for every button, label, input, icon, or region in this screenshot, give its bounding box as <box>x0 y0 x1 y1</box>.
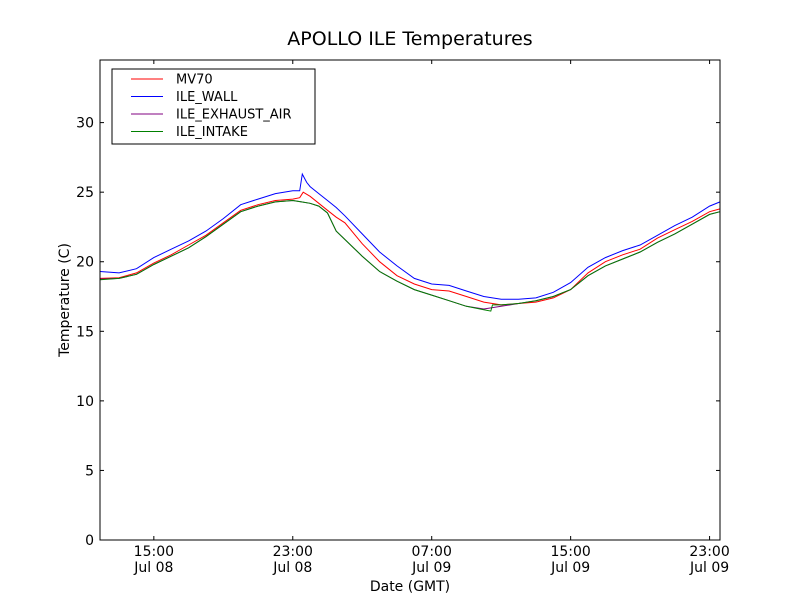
x-axis-label: Date (GMT) <box>370 579 450 595</box>
series-line-ile-intake <box>99 199 721 312</box>
plot-frame <box>99 59 721 541</box>
x-tick-date-label: Jul 09 <box>411 560 451 576</box>
x-tick-time-label: 23:00 <box>689 544 729 560</box>
x-tick-date-label: Jul 08 <box>272 560 312 576</box>
y-axis-label: Temperature (C) <box>57 243 73 358</box>
x-tick-date-label: Jul 09 <box>689 560 729 576</box>
legend-label-ile-exhaust-air: ILE_EXHAUST_AIR <box>176 108 292 123</box>
x-tick-time-label: 15:00 <box>550 544 590 560</box>
chart-title: APOLLO ILE Temperatures <box>287 28 532 50</box>
legend: MV70 ILE_WALL ILE_EXHAUST_AIR ILE_INTAKE <box>111 68 316 145</box>
y-tick-label: 30 <box>76 116 94 132</box>
y-tick-label: 25 <box>76 185 94 201</box>
series-layer <box>99 172 721 312</box>
y-tick-label: 0 <box>85 533 94 549</box>
y-tick-label: 10 <box>76 394 94 410</box>
series-line-mv70 <box>99 191 721 306</box>
y-tick-label: 15 <box>76 324 94 340</box>
legend-label-mv70: MV70 <box>176 73 213 88</box>
legend-label-ile-wall: ILE_WALL <box>176 90 238 105</box>
y-tick-label: 5 <box>85 463 94 479</box>
x-tick-time-label: 07:00 <box>412 544 452 560</box>
y-tick-label: 20 <box>76 255 94 271</box>
x-tick-time-label: 23:00 <box>273 544 313 560</box>
series-line-ile-wall <box>99 172 721 300</box>
legend-label-ile-intake: ILE_INTAKE <box>176 125 248 140</box>
x-tick-date-label: Jul 08 <box>133 560 173 576</box>
x-tick-time-label: 15:00 <box>134 544 174 560</box>
x-tick-date-label: Jul 09 <box>550 560 590 576</box>
